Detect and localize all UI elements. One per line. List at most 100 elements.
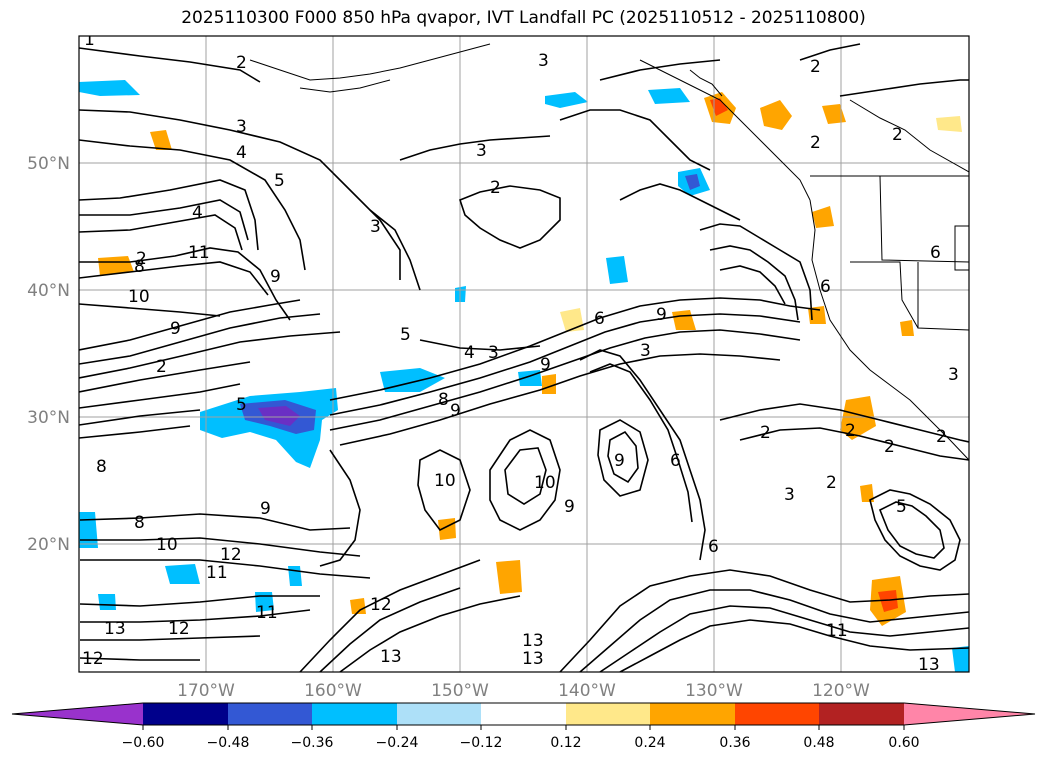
positive-patch bbox=[542, 374, 556, 394]
contour-label: 9 bbox=[260, 499, 271, 519]
contour-label: 9 bbox=[270, 267, 281, 287]
contour-label: 13 bbox=[918, 655, 940, 675]
contour-label: 11 bbox=[256, 603, 278, 623]
negative-patch bbox=[545, 92, 588, 108]
contour-label: 2 bbox=[236, 53, 247, 73]
lat-label-30n: 30°N bbox=[27, 408, 70, 428]
contour-label: 4 bbox=[464, 343, 475, 363]
contour-label: 13 bbox=[522, 631, 544, 651]
colorbar-bin bbox=[12, 703, 143, 725]
contour-label: 6 bbox=[708, 537, 719, 557]
colorbar-tick-label: 0.48 bbox=[803, 735, 834, 751]
contour-label: 2 bbox=[810, 57, 821, 77]
contour-label: 11 bbox=[826, 621, 848, 641]
contour-label: 2 bbox=[156, 357, 167, 377]
lon-label-170w: 170°W bbox=[177, 681, 235, 701]
contour-label: 1 bbox=[84, 30, 95, 50]
colorbar-bin bbox=[481, 703, 566, 725]
colorbar-bin bbox=[819, 703, 904, 725]
contour-label: 3 bbox=[640, 341, 651, 361]
negative-patch bbox=[288, 566, 302, 586]
contour-label: 13 bbox=[380, 647, 402, 667]
contour-label: 10 bbox=[156, 535, 178, 555]
colorbar-tick-label: −0.36 bbox=[291, 735, 334, 751]
contour-label: 3 bbox=[476, 141, 487, 161]
contour-label: 6 bbox=[820, 277, 831, 297]
negative-patch bbox=[79, 80, 140, 96]
contour-label: 2 bbox=[810, 133, 821, 153]
lon-label-150w: 150°W bbox=[431, 681, 489, 701]
negative-patch bbox=[685, 174, 700, 190]
map-title: 2025110300 F000 850 hPa qvapor, IVT Land… bbox=[181, 8, 866, 28]
positive-patch bbox=[822, 104, 846, 124]
colorbar-bin bbox=[735, 703, 819, 725]
negative-patch bbox=[952, 646, 969, 672]
contour-label: 9 bbox=[614, 451, 625, 471]
positive-patch bbox=[840, 396, 876, 440]
negative-patch bbox=[255, 592, 274, 612]
gridlines bbox=[79, 36, 969, 672]
contour-label: 5 bbox=[400, 325, 411, 345]
lat-label-40n: 40°N bbox=[27, 281, 70, 301]
contour-label: 2 bbox=[892, 125, 903, 145]
colorbar-tick-label: 0.12 bbox=[550, 735, 581, 751]
contour-label: 12 bbox=[220, 545, 242, 565]
coastlines-and-borders bbox=[249, 43, 969, 461]
contour-label: 13 bbox=[104, 619, 126, 639]
positive-patch bbox=[878, 590, 898, 612]
positive-patch bbox=[900, 320, 914, 336]
negative-patch bbox=[165, 564, 200, 584]
contour-label: 6 bbox=[670, 451, 681, 471]
positive-patch bbox=[936, 116, 962, 132]
colorbar-tick-label: 0.60 bbox=[888, 735, 919, 751]
longitude-labels: 170°W 160°W 150°W 140°W 130°W 120°W bbox=[177, 681, 870, 701]
contour-label: 8 bbox=[438, 390, 449, 410]
contour-label: 2 bbox=[884, 437, 895, 457]
contour-label: 9 bbox=[450, 401, 461, 421]
colorbar-tick-label: −0.60 bbox=[122, 735, 165, 751]
contour-label: 12 bbox=[82, 649, 104, 669]
colorbar-bin bbox=[143, 703, 228, 725]
contour-label: 5 bbox=[274, 171, 285, 191]
positive-patch bbox=[150, 130, 172, 150]
contour-label: 4 bbox=[236, 143, 247, 163]
lat-label-20n: 20°N bbox=[27, 535, 70, 555]
contour-label: 9 bbox=[540, 355, 551, 375]
positive-patch bbox=[350, 598, 366, 614]
contour-label: 10 bbox=[128, 287, 150, 307]
contour-label: 12 bbox=[370, 595, 392, 615]
lat-label-50n: 50°N bbox=[27, 154, 70, 174]
positive-patch bbox=[496, 560, 522, 594]
negative-patch bbox=[79, 512, 98, 548]
contour-label: 2 bbox=[845, 421, 856, 441]
lon-label-140w: 140°W bbox=[558, 681, 616, 701]
contour-label: 3 bbox=[236, 117, 247, 137]
contour-label: 13 bbox=[522, 649, 544, 669]
latitude-labels: 50°N 40°N 30°N 20°N bbox=[27, 154, 70, 555]
negative-patch bbox=[648, 88, 690, 104]
contour-label: 3 bbox=[370, 217, 381, 237]
colorbar-bin bbox=[397, 703, 481, 725]
contour-label: 11 bbox=[206, 563, 228, 583]
contour-label: 4 bbox=[192, 203, 203, 223]
colorbar-tick-label: 0.24 bbox=[634, 735, 665, 751]
contour-label: 3 bbox=[488, 343, 499, 363]
colorbar-bin bbox=[312, 703, 397, 725]
map-frame bbox=[78, 35, 970, 673]
colorbar: −0.60 −0.48 −0.36 −0.24 −0.12 0.12 0.24 … bbox=[11, 702, 1036, 751]
contour-label: 10 bbox=[434, 471, 456, 491]
contour-label: 2 bbox=[490, 178, 501, 198]
negative-patch bbox=[606, 256, 628, 284]
contour-label: 6 bbox=[930, 243, 941, 263]
colorbar-tick-label: −0.12 bbox=[460, 735, 503, 751]
negative-patch bbox=[258, 406, 300, 426]
positive-patch bbox=[860, 484, 874, 502]
positive-patch bbox=[812, 206, 834, 228]
contour-label-group: 1 2 2 2 2 2 2 2 2 2 3 3 3 3 3 3 3 3 4 4 bbox=[82, 30, 959, 675]
contour-label: 3 bbox=[538, 51, 549, 71]
contour-label: 9 bbox=[656, 305, 667, 325]
contour-label: 8 bbox=[96, 457, 107, 477]
colorbar-bin bbox=[904, 703, 1035, 725]
colorbar-tick-label: 0.36 bbox=[719, 735, 750, 751]
